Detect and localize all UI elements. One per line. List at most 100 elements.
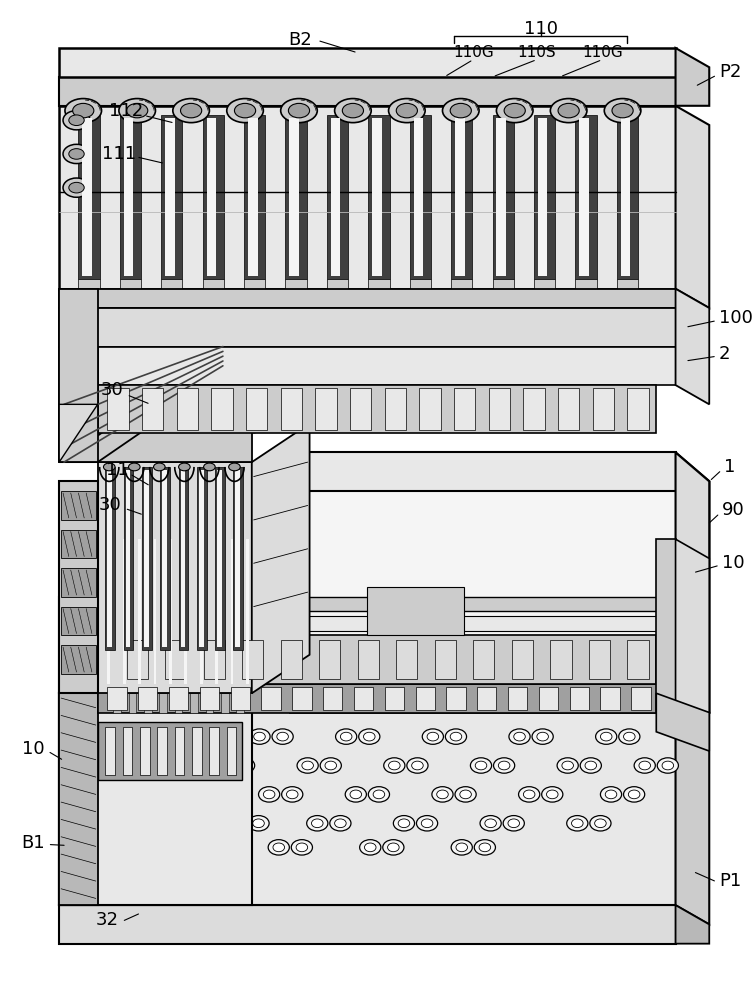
Ellipse shape: [619, 729, 640, 744]
Polygon shape: [290, 118, 299, 276]
Polygon shape: [59, 308, 290, 347]
Ellipse shape: [470, 758, 492, 773]
Polygon shape: [176, 388, 198, 430]
Polygon shape: [120, 115, 141, 279]
Polygon shape: [631, 687, 651, 710]
Polygon shape: [319, 640, 340, 679]
Polygon shape: [414, 118, 423, 276]
Ellipse shape: [227, 99, 263, 123]
Ellipse shape: [585, 761, 596, 770]
Polygon shape: [98, 722, 242, 780]
Text: 90: 90: [722, 501, 744, 519]
Ellipse shape: [296, 843, 308, 852]
Ellipse shape: [182, 840, 203, 855]
Polygon shape: [59, 289, 676, 308]
Text: 30: 30: [99, 496, 121, 514]
Ellipse shape: [228, 463, 241, 471]
Ellipse shape: [416, 816, 437, 831]
Polygon shape: [98, 385, 656, 433]
Ellipse shape: [519, 787, 540, 802]
Polygon shape: [600, 687, 620, 710]
Polygon shape: [59, 308, 676, 347]
Polygon shape: [59, 481, 98, 693]
Polygon shape: [327, 115, 348, 279]
Polygon shape: [106, 727, 115, 775]
Polygon shape: [235, 470, 241, 647]
Ellipse shape: [412, 761, 423, 770]
Polygon shape: [617, 279, 638, 294]
Ellipse shape: [657, 758, 679, 773]
Ellipse shape: [427, 732, 439, 741]
Polygon shape: [59, 905, 676, 944]
Polygon shape: [59, 347, 252, 462]
Polygon shape: [419, 388, 440, 430]
Text: 110: 110: [524, 20, 558, 38]
Polygon shape: [123, 727, 133, 775]
Ellipse shape: [600, 787, 621, 802]
Ellipse shape: [259, 787, 280, 802]
Polygon shape: [331, 118, 340, 276]
Polygon shape: [290, 452, 710, 713]
Polygon shape: [234, 467, 243, 650]
Polygon shape: [492, 279, 513, 294]
Polygon shape: [128, 693, 136, 713]
Polygon shape: [203, 115, 224, 279]
Text: P1: P1: [719, 872, 741, 890]
Ellipse shape: [451, 840, 472, 855]
Polygon shape: [221, 693, 228, 713]
Ellipse shape: [100, 843, 111, 852]
Polygon shape: [489, 388, 510, 430]
Polygon shape: [446, 687, 465, 710]
Ellipse shape: [360, 840, 381, 855]
Polygon shape: [244, 115, 265, 279]
Ellipse shape: [384, 758, 405, 773]
Polygon shape: [144, 693, 152, 713]
Text: B2: B2: [288, 31, 312, 49]
Ellipse shape: [336, 729, 357, 744]
Ellipse shape: [335, 819, 346, 828]
Ellipse shape: [479, 843, 491, 852]
Ellipse shape: [639, 761, 651, 770]
Ellipse shape: [460, 790, 471, 799]
Ellipse shape: [249, 729, 270, 744]
Polygon shape: [175, 727, 185, 775]
Polygon shape: [200, 687, 219, 710]
Polygon shape: [113, 693, 121, 713]
Ellipse shape: [195, 787, 216, 802]
Ellipse shape: [498, 761, 510, 770]
Text: 112: 112: [109, 102, 144, 120]
Polygon shape: [538, 118, 547, 276]
Ellipse shape: [394, 816, 415, 831]
Ellipse shape: [210, 758, 231, 773]
Ellipse shape: [248, 816, 269, 831]
Polygon shape: [179, 467, 188, 650]
Polygon shape: [617, 115, 638, 279]
Ellipse shape: [368, 787, 390, 802]
Ellipse shape: [119, 99, 155, 123]
Ellipse shape: [604, 99, 641, 123]
Text: B1: B1: [21, 834, 44, 852]
Polygon shape: [167, 534, 175, 688]
Polygon shape: [454, 388, 475, 430]
Polygon shape: [165, 640, 186, 679]
Ellipse shape: [268, 840, 290, 855]
Ellipse shape: [634, 758, 655, 773]
Ellipse shape: [277, 732, 288, 741]
Polygon shape: [138, 687, 158, 710]
Ellipse shape: [398, 819, 409, 828]
Polygon shape: [368, 115, 390, 279]
Polygon shape: [144, 470, 149, 647]
Polygon shape: [415, 687, 435, 710]
Ellipse shape: [596, 729, 617, 744]
Ellipse shape: [600, 732, 612, 741]
Polygon shape: [231, 687, 250, 710]
Ellipse shape: [580, 758, 602, 773]
Ellipse shape: [628, 790, 640, 799]
Ellipse shape: [253, 732, 265, 741]
Polygon shape: [206, 693, 213, 713]
Ellipse shape: [513, 732, 526, 741]
Polygon shape: [228, 534, 237, 688]
Polygon shape: [676, 693, 710, 924]
Polygon shape: [61, 607, 96, 635]
Polygon shape: [354, 687, 373, 710]
